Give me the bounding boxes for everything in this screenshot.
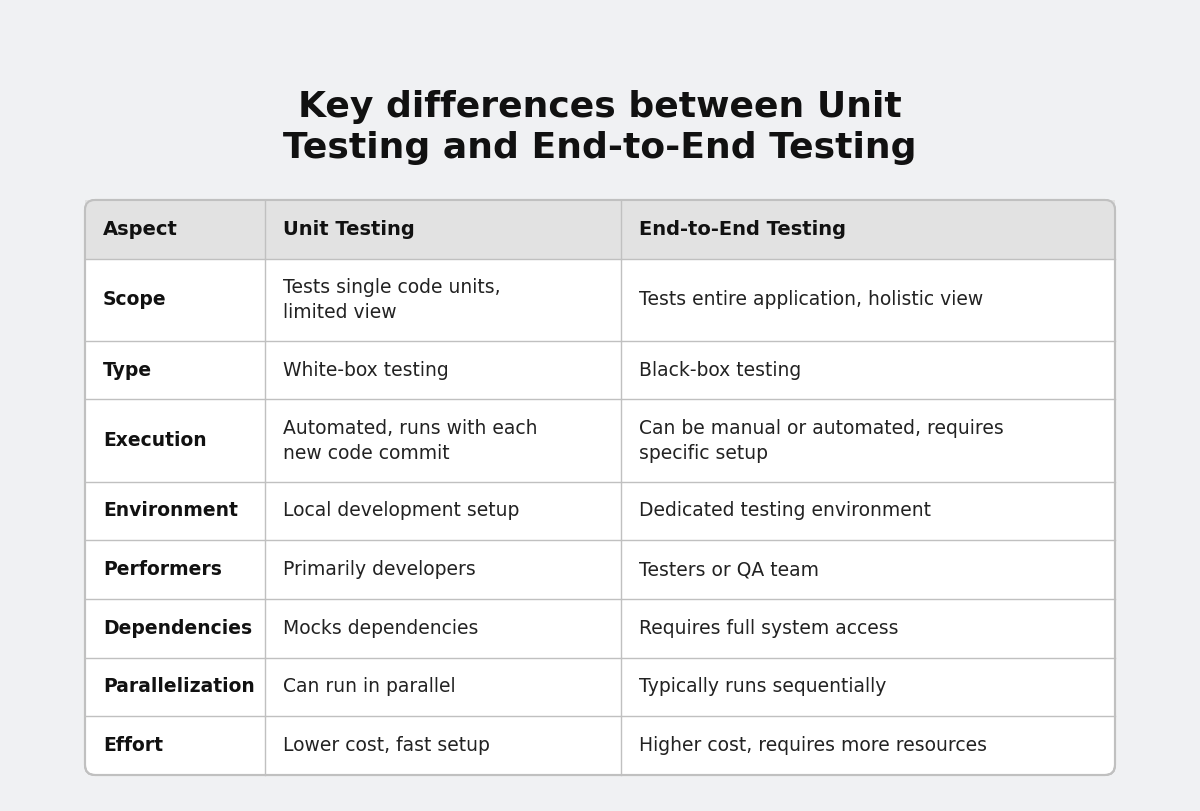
Text: White-box testing: White-box testing <box>283 361 449 380</box>
Text: Higher cost, requires more resources: Higher cost, requires more resources <box>638 736 986 755</box>
Text: Effort: Effort <box>103 736 163 755</box>
Text: Type: Type <box>103 361 152 380</box>
Text: Black-box testing: Black-box testing <box>638 361 800 380</box>
Text: Testers or QA team: Testers or QA team <box>638 560 818 579</box>
Text: Parallelization: Parallelization <box>103 677 254 697</box>
Text: Dependencies: Dependencies <box>103 619 252 637</box>
Text: Can be manual or automated, requires
specific setup: Can be manual or automated, requires spe… <box>638 418 1003 462</box>
Text: Can run in parallel: Can run in parallel <box>283 677 456 697</box>
Text: Lower cost, fast setup: Lower cost, fast setup <box>283 736 490 755</box>
Text: Primarily developers: Primarily developers <box>283 560 476 579</box>
Text: End-to-End Testing: End-to-End Testing <box>638 220 846 238</box>
PathPatch shape <box>85 200 1115 775</box>
Text: Mocks dependencies: Mocks dependencies <box>283 619 479 637</box>
Text: Unit Testing: Unit Testing <box>283 220 415 238</box>
Text: Scope: Scope <box>103 290 167 309</box>
Text: Requires full system access: Requires full system access <box>638 619 898 637</box>
Text: Environment: Environment <box>103 501 238 521</box>
Text: Automated, runs with each
new code commit: Automated, runs with each new code commi… <box>283 418 538 462</box>
Text: Dedicated testing environment: Dedicated testing environment <box>638 501 931 521</box>
Text: Performers: Performers <box>103 560 222 579</box>
Bar <box>85 200 1115 259</box>
Text: Aspect: Aspect <box>103 220 178 238</box>
Text: Tests entire application, holistic view: Tests entire application, holistic view <box>638 290 983 309</box>
Text: Execution: Execution <box>103 431 206 450</box>
Text: Tests single code units,
limited view: Tests single code units, limited view <box>283 277 500 322</box>
Text: Key differences between Unit
Testing and End-to-End Testing: Key differences between Unit Testing and… <box>283 90 917 165</box>
Text: Typically runs sequentially: Typically runs sequentially <box>638 677 886 697</box>
Text: Local development setup: Local development setup <box>283 501 520 521</box>
